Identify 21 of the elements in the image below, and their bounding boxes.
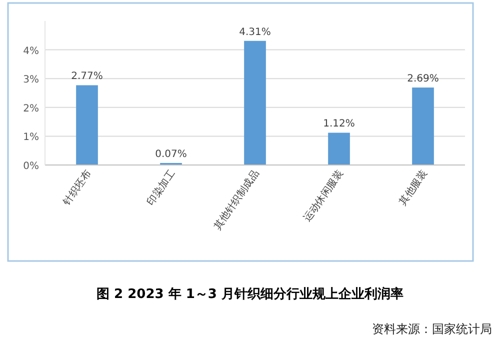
- bar: [244, 40, 266, 165]
- text: 图 2 2023 年 1～3 月针织细分行业规上企业利润率: [96, 286, 404, 302]
- data-label: 0.07%: [155, 148, 187, 160]
- x-tick-label: 其他服装: [396, 168, 430, 208]
- x-tick-label: 其他针织制成品: [211, 168, 262, 232]
- data-label: 4.31%: [239, 26, 271, 38]
- bar: [412, 88, 434, 165]
- x-tick-label: 针织坯布: [60, 168, 94, 208]
- y-tick-label: 2%: [23, 103, 39, 114]
- bar: [76, 85, 98, 165]
- bar: [328, 132, 350, 165]
- y-tick-label: 1%: [23, 132, 39, 144]
- data-label: 2.77%: [71, 71, 103, 82]
- data-label: 1.12%: [323, 118, 355, 130]
- y-tick-label: 4%: [23, 46, 39, 57]
- y-tick-label: 3%: [23, 74, 39, 86]
- text: 资料来源：国家统计局: [372, 322, 492, 336]
- x-tick-label: 印染加工: [144, 168, 178, 208]
- x-tick-label: 运动休闲服装: [301, 168, 346, 224]
- data-label: 2.69%: [407, 74, 439, 85]
- y-tick-label: 0%: [23, 161, 39, 172]
